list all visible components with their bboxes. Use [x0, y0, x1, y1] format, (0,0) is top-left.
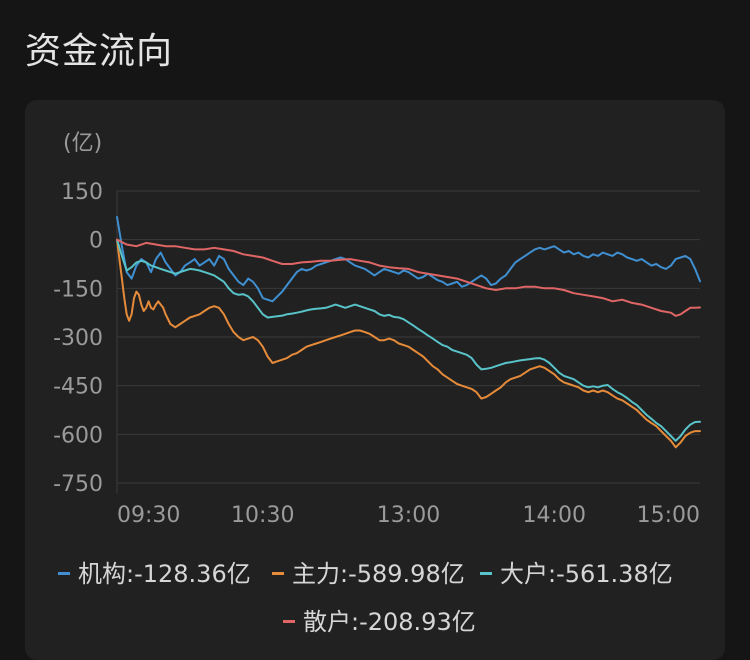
x-tick-label: 14:00	[523, 503, 586, 528]
x-axis: 09:30 10:30 13:00 14:00 15:00	[117, 503, 700, 528]
y-axis: (亿) 150 0 -150 -300 -450 -600 -750	[53, 131, 103, 497]
series-line-散户	[116, 238, 701, 317]
series-line-机构	[116, 216, 701, 303]
y-tick-label: 150	[61, 180, 103, 205]
y-tick-label: -150	[53, 277, 103, 302]
legend-swatch	[480, 572, 492, 575]
legend-label: 主力:-589.98亿	[292, 560, 465, 588]
legend-label: 散户:-208.93亿	[303, 608, 476, 636]
y-tick-label: -300	[53, 326, 103, 351]
chart-card	[25, 100, 725, 660]
series-line-大户	[116, 238, 701, 442]
legend-swatch	[283, 620, 295, 623]
legend-swatch	[272, 572, 284, 575]
y-tick-label: -750	[53, 472, 103, 497]
series-lines	[116, 216, 701, 449]
x-tick-label: 09:30	[117, 503, 180, 528]
y-tick-label: -600	[53, 423, 103, 448]
y-tick-label: -450	[53, 375, 103, 400]
page-title: 资金流向	[25, 31, 174, 72]
legend: 机构:-128.36亿 主力:-589.98亿 大户:-561.38亿散户:-208…	[58, 560, 673, 636]
x-tick-label: 10:30	[231, 503, 294, 528]
x-tick-label: 13:00	[377, 503, 440, 528]
y-tick-label: 0	[89, 229, 103, 254]
x-tick-label: 15:00	[637, 503, 700, 528]
legend-swatch	[58, 572, 70, 575]
y-unit-label: (亿)	[63, 131, 102, 156]
legend-label: 大户:-561.38亿	[500, 560, 673, 588]
legend-label: 机构:-128.36亿	[78, 560, 251, 588]
series-line-主力	[116, 238, 701, 449]
grid-lines	[116, 190, 700, 493]
